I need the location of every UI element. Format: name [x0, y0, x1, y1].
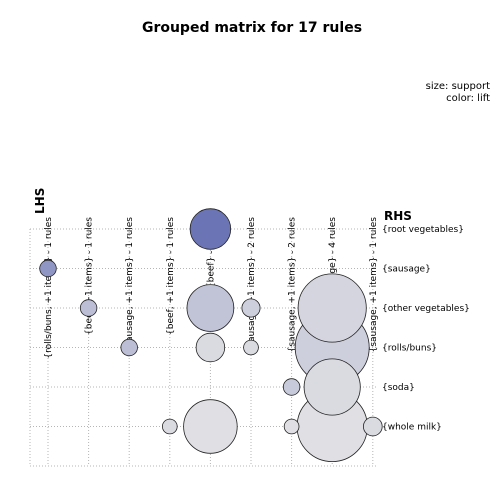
lhs-tick-label: {sausage} - 4 rules: [328, 217, 338, 306]
chart-title: Grouped matrix for 17 rules: [141, 20, 363, 36]
lhs-tick-label: {sausage, +1 items} - 1 rules: [369, 217, 379, 353]
rule-bubble: [120, 338, 138, 357]
rule-bubble: [189, 208, 232, 250]
rule-bubble: [241, 298, 261, 318]
rhs-tick-labels: {root vegetables} {sausage} {other vegetab…: [382, 225, 470, 433]
rule-bubble: [195, 332, 226, 363]
rule-bubble: [162, 418, 178, 435]
legend-size-label: size: support: [425, 81, 490, 92]
rule-bubble: [297, 273, 367, 343]
lhs-tick-label: {beef, +1 items} - 1 rules: [166, 217, 176, 335]
lhs-tick-label: {sausage, +1 items} - 2 rules: [247, 217, 257, 353]
bubbles: [39, 208, 383, 462]
rule-bubble: [243, 339, 259, 356]
rule-bubble: [186, 284, 235, 332]
lhs-tick-label: {beef} - 4 rules: [206, 217, 216, 288]
rule-bubble: [79, 299, 98, 317]
rhs-tick-label: {other vegetables}: [382, 304, 470, 314]
rule-bubble: [282, 378, 301, 396]
rule-bubble: [283, 418, 300, 435]
legend: size: support color: lift: [426, 81, 490, 105]
rule-bubble: [303, 358, 361, 416]
grid-lines: [29, 228, 378, 467]
rule-bubble: [39, 259, 57, 278]
lhs-axis-title: LHS: [33, 188, 47, 214]
lhs-tick-label: {beef, +1 items} - 1 rules: [85, 217, 95, 335]
rule-bubble: [362, 416, 383, 437]
rule-bubble: [183, 399, 238, 454]
rhs-tick-label: {root vegetables}: [382, 225, 464, 235]
rhs-tick-label: {whole milk}: [382, 423, 442, 433]
rhs-axis-title: RHS: [384, 209, 412, 223]
lhs-tick-label: {rolls/buns, +1 items} - 1 rules: [44, 217, 54, 359]
rhs-tick-label: {soda}: [382, 383, 415, 393]
lhs-tick-labels: {rolls/buns, +1 items} - 1 rules {beef, +…: [44, 217, 379, 359]
rhs-tick-label: {rolls/buns}: [382, 344, 437, 354]
lhs-tick-label: {sausage, +1 items} - 2 rules: [288, 217, 298, 353]
legend-color-label: color: lift: [446, 93, 490, 104]
lhs-tick-label: {sausage, +1 items} - 1 rules: [125, 217, 135, 353]
rhs-tick-label: {sausage}: [382, 265, 431, 275]
